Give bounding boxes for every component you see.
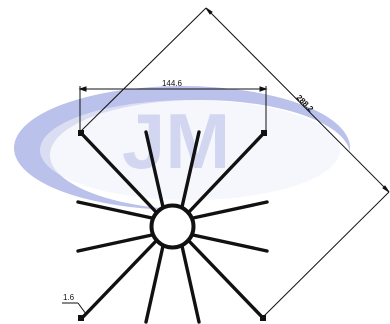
diagonal-dimension-line bbox=[205, 7, 390, 193]
thickness-leader-arrow-line bbox=[77, 302, 87, 315]
diagonal-dimension bbox=[79, 7, 390, 318]
fin-diagonal-top-right bbox=[186, 132, 265, 215]
width-dimension bbox=[78, 86, 268, 132]
fin-upper-right bbox=[180, 130, 201, 209]
fins bbox=[76, 130, 269, 324]
watermark-letters: JM bbox=[122, 97, 230, 185]
fin-tip-bottom-left bbox=[78, 315, 84, 321]
diagonal-extension-top bbox=[79, 7, 207, 133]
fin-right-upper bbox=[191, 200, 269, 220]
diagonal-arrow-top bbox=[205, 7, 213, 15]
fin-tip-top-left bbox=[78, 130, 84, 136]
watermark-logo: JM bbox=[14, 86, 350, 210]
diagonal-extension-bottom bbox=[262, 191, 390, 318]
center-tube bbox=[149, 203, 196, 250]
fin-diagonal-top-left bbox=[80, 132, 159, 215]
watermark-ellipse-inner bbox=[50, 100, 350, 210]
fin-left-upper bbox=[76, 200, 154, 220]
fin-diagonal-bottom-right bbox=[186, 238, 265, 320]
fin-diagonal-bottom-left bbox=[80, 238, 159, 320]
fin-lower-left bbox=[144, 244, 165, 324]
thickness-leader bbox=[62, 302, 87, 315]
diagonal-arrow-bottom bbox=[382, 185, 390, 193]
watermark-ellipse-glow bbox=[40, 100, 340, 200]
fin-right-lower bbox=[191, 233, 269, 253]
thickness-dimension-label: 1.6 bbox=[63, 293, 75, 302]
fin-tips bbox=[78, 130, 267, 321]
fin-tip-top-right bbox=[261, 130, 267, 136]
fin-lower-right bbox=[180, 244, 201, 324]
fin-tip-bottom-right bbox=[260, 315, 266, 321]
width-dimension-label: 144.6 bbox=[162, 79, 183, 88]
width-arrow-right bbox=[259, 86, 268, 92]
width-arrow-left bbox=[78, 86, 87, 92]
fin-upper-left bbox=[144, 130, 165, 209]
fin-left-lower bbox=[76, 233, 154, 253]
